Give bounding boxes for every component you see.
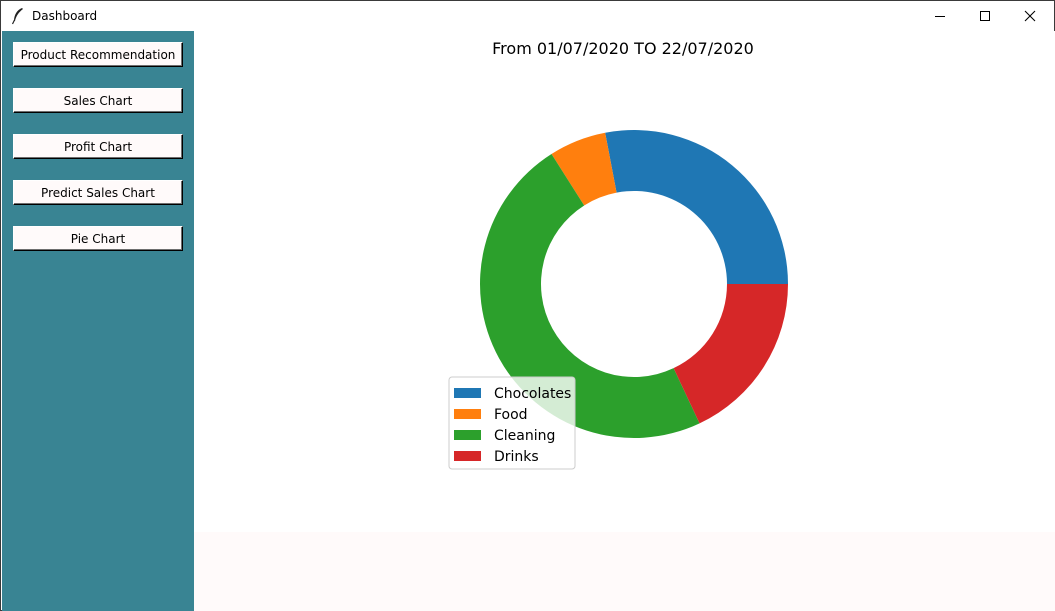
chart-title: From 01/07/2020 TO 22/07/2020 (492, 39, 754, 58)
minimize-icon (935, 16, 945, 17)
close-button[interactable] (1007, 1, 1053, 31)
title-bar[interactable]: Dashboard (1, 1, 1054, 31)
slice-cleaning (480, 153, 700, 438)
maximize-icon (980, 11, 990, 21)
sales-chart-button[interactable]: Sales Chart (13, 88, 183, 113)
legend-label-chocolates: Chocolates (494, 386, 571, 402)
donut-slices (480, 130, 788, 438)
donut-chart: From 01/07/2020 TO 22/07/2020 Chocolates… (448, 39, 788, 470)
legend-swatch-cleaning (454, 430, 481, 440)
chart-legend: Chocolates Food Cleaning Drinks (448, 376, 576, 470)
predict-sales-chart-button[interactable]: Predict Sales Chart (13, 180, 183, 205)
legend-label-drinks: Drinks (494, 449, 539, 465)
product-recommendation-button[interactable]: Product Recommendation (13, 42, 183, 67)
slice-chocolates (605, 130, 788, 284)
profit-chart-button[interactable]: Profit Chart (13, 134, 183, 159)
sidebar: Product Recommendation Sales Chart Profi… (2, 31, 194, 611)
chart-canvas-area (194, 31, 1055, 611)
legend-label-food: Food (494, 407, 528, 423)
legend-label-cleaning: Cleaning (494, 428, 555, 444)
legend-swatch-drinks (454, 451, 481, 461)
legend-swatch-food (454, 409, 481, 419)
minimize-button[interactable] (917, 1, 963, 31)
legend-swatch-chocolates (454, 388, 481, 398)
window-title: Dashboard (32, 9, 98, 23)
feather-icon (11, 8, 23, 25)
legend-frame (448, 376, 576, 470)
close-icon (1024, 10, 1036, 22)
maximize-button[interactable] (962, 1, 1008, 31)
slice-drinks (673, 284, 788, 424)
slice-food (551, 132, 617, 206)
bottom-panel (194, 532, 1055, 611)
pie-chart-button[interactable]: Pie Chart (13, 226, 183, 251)
